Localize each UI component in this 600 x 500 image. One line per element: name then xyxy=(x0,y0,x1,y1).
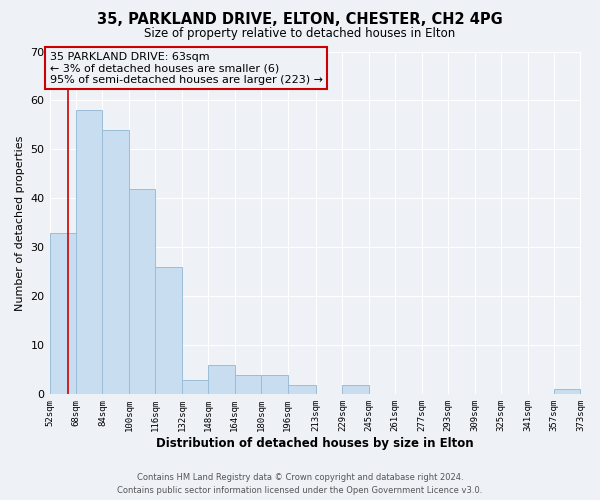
Text: Contains HM Land Registry data © Crown copyright and database right 2024.
Contai: Contains HM Land Registry data © Crown c… xyxy=(118,474,482,495)
Text: 35, PARKLAND DRIVE, ELTON, CHESTER, CH2 4PG: 35, PARKLAND DRIVE, ELTON, CHESTER, CH2 … xyxy=(97,12,503,28)
Bar xyxy=(235,374,261,394)
Bar xyxy=(103,130,129,394)
Bar xyxy=(288,384,316,394)
Bar xyxy=(50,232,76,394)
Y-axis label: Number of detached properties: Number of detached properties xyxy=(15,135,25,310)
Bar xyxy=(208,365,235,394)
Bar xyxy=(261,374,288,394)
Bar xyxy=(554,390,580,394)
Bar xyxy=(155,267,182,394)
Text: Size of property relative to detached houses in Elton: Size of property relative to detached ho… xyxy=(145,28,455,40)
Bar xyxy=(182,380,208,394)
Text: 35 PARKLAND DRIVE: 63sqm
← 3% of detached houses are smaller (6)
95% of semi-det: 35 PARKLAND DRIVE: 63sqm ← 3% of detache… xyxy=(50,52,323,84)
Bar xyxy=(76,110,103,395)
Bar xyxy=(129,188,155,394)
Bar xyxy=(343,384,369,394)
X-axis label: Distribution of detached houses by size in Elton: Distribution of detached houses by size … xyxy=(156,437,474,450)
